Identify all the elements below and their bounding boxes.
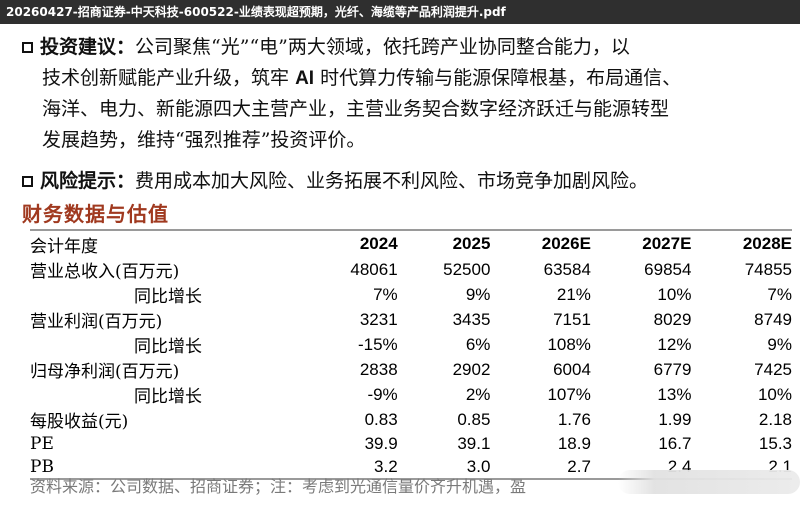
table-cell: 21% bbox=[556, 284, 591, 304]
table-cell: 107% bbox=[547, 384, 591, 404]
table-cell: 39.1 bbox=[457, 433, 491, 453]
table-row: PE 39.9 39.1 18.9 16.7 15.3 bbox=[30, 432, 792, 455]
row-label: 归母净利润(百万元) bbox=[30, 362, 180, 382]
investment-line-4: 发展趋势，维持“强烈推荐”投资评价。 bbox=[42, 129, 366, 151]
table-cell: 9% bbox=[767, 334, 792, 354]
table-cell: 39.9 bbox=[364, 433, 398, 453]
table-cell: 6004 bbox=[553, 359, 591, 379]
investment-line-2b: 时代算力传输与能源保障根基，布局通信、 bbox=[320, 67, 682, 89]
document-page: 投资建议：公司聚焦“光”“电”两大领域，依托跨产业协同整合能力，以 技术创新赋能… bbox=[0, 24, 800, 511]
header-year: 2028E bbox=[742, 234, 792, 253]
table-row: 营业总收入(百万元) 48061 52500 63584 69854 74855 bbox=[30, 257, 792, 283]
table-cell: 52500 bbox=[443, 259, 491, 279]
table-cell: 7% bbox=[373, 284, 398, 304]
table-cell: 8029 bbox=[653, 309, 692, 329]
table-cell: 108% bbox=[547, 334, 591, 354]
table-cell: -15% bbox=[357, 334, 398, 354]
table-cell: 3231 bbox=[359, 309, 398, 329]
row-label: 同比增长 bbox=[134, 287, 202, 307]
table-cell: 69854 bbox=[644, 259, 692, 279]
table-cell: 15.3 bbox=[758, 433, 792, 453]
table-cell: 18.9 bbox=[557, 433, 591, 453]
checkbox-square-icon bbox=[22, 176, 33, 187]
checkbox-square-icon bbox=[22, 42, 33, 53]
financial-table: 会计年度 2024 2025 2026E 2027E 2028E 营业总收入(百… bbox=[30, 229, 792, 480]
header-label: 会计年度 bbox=[30, 236, 98, 257]
table-header-row: 会计年度 2024 2025 2026E 2027E 2028E bbox=[30, 230, 792, 257]
table-cell: 3.0 bbox=[397, 455, 491, 480]
window-title: 20260427-招商证券-中天科技-600522-业绩表现超预期，光纤、海缆等… bbox=[0, 0, 800, 24]
row-label: PE bbox=[30, 433, 54, 454]
table-cell: 7425 bbox=[754, 359, 792, 379]
section-title: 财务数据与估值 bbox=[22, 202, 169, 226]
risk-warning-block: 风险提示：费用成本加大风险、业务拓展不利风险、市场竞争加剧风险。 bbox=[22, 166, 792, 197]
table-cell: 8749 bbox=[754, 309, 792, 329]
risk-text: 费用成本加大风险、业务拓展不利风险、市场竞争加剧风险。 bbox=[135, 170, 649, 192]
table-cell: 2% bbox=[465, 384, 491, 404]
header-year: 2024 bbox=[359, 234, 398, 253]
table-row: 归母净利润(百万元) 2838 2902 6004 6779 7425 bbox=[30, 357, 792, 383]
table-cell: 13% bbox=[657, 384, 692, 404]
table-cell: -9% bbox=[367, 384, 398, 404]
table-cell: 0.83 bbox=[364, 409, 398, 429]
table-cell: 10% bbox=[757, 384, 792, 404]
investment-ai-term: AI bbox=[295, 68, 315, 89]
row-label: 同比增长 bbox=[134, 337, 202, 357]
table-cell: 7151 bbox=[553, 309, 591, 329]
risk-label: 风险提示： bbox=[40, 170, 136, 192]
table-cell: 2902 bbox=[452, 359, 491, 379]
table-cell: 48061 bbox=[350, 259, 398, 279]
investment-advice-block: 投资建议：公司聚焦“光”“电”两大领域，依托跨产业协同整合能力，以 技术创新赋能… bbox=[22, 32, 792, 156]
table-row: 每股收益(元) 0.83 0.85 1.76 1.99 2.18 bbox=[30, 407, 792, 433]
table-cell: 2.7 bbox=[490, 455, 591, 480]
investment-line-2a: 技术创新赋能产业升级，筑牢 bbox=[42, 67, 290, 89]
header-year: 2026E bbox=[541, 234, 591, 253]
table-cell: 6% bbox=[465, 334, 491, 354]
investment-label: 投资建议： bbox=[40, 36, 136, 58]
header-year: 2027E bbox=[642, 234, 692, 253]
row-label: 同比增长 bbox=[134, 387, 202, 407]
row-label: 营业利润(百万元) bbox=[30, 312, 163, 332]
investment-line-3: 海洋、电力、新能源四大主营产业，主营业务契合数字经济跃迁与能源转型 bbox=[42, 98, 670, 120]
table-cell: 0.85 bbox=[457, 409, 491, 429]
table-cell: 16.7 bbox=[658, 433, 692, 453]
row-label: 营业总收入(百万元) bbox=[30, 262, 180, 282]
table-cell: 6779 bbox=[653, 359, 692, 379]
header-year: 2025 bbox=[452, 234, 491, 253]
table-cell: 10% bbox=[657, 284, 692, 304]
table-cell: 12% bbox=[657, 334, 692, 354]
table-cell: 2.18 bbox=[758, 409, 792, 429]
table-cell: 9% bbox=[465, 284, 491, 304]
investment-line-1: 公司聚焦“光”“电”两大领域，依托跨产业协同整合能力，以 bbox=[135, 36, 630, 58]
table-cell: 3435 bbox=[452, 309, 491, 329]
table-row: 同比增长 -15% 6% 108% 12% 9% bbox=[30, 332, 792, 358]
table-cell: 3.2 bbox=[304, 455, 398, 480]
row-label: PB bbox=[30, 455, 305, 480]
table-cell: 74855 bbox=[744, 259, 792, 279]
table-row: 同比增长 7% 9% 21% 10% 7% bbox=[30, 282, 792, 308]
table-row: 同比增长 -9% 2% 107% 13% 10% bbox=[30, 382, 792, 408]
table-cell: 1.99 bbox=[658, 409, 692, 429]
source-note: 资料来源：公司数据、招商证券；注：考虑到光通信量价齐升机遇，盈 bbox=[30, 477, 527, 496]
row-label: 每股收益(元) bbox=[30, 412, 129, 432]
table-cell: 63584 bbox=[543, 259, 591, 279]
table-row: 营业利润(百万元) 3231 3435 7151 8029 8749 bbox=[30, 307, 792, 333]
table-cell: 1.76 bbox=[557, 409, 591, 429]
table-cell: 2838 bbox=[359, 359, 398, 379]
table-cell: 7% bbox=[767, 284, 792, 304]
watermark-overlay bbox=[618, 470, 800, 494]
